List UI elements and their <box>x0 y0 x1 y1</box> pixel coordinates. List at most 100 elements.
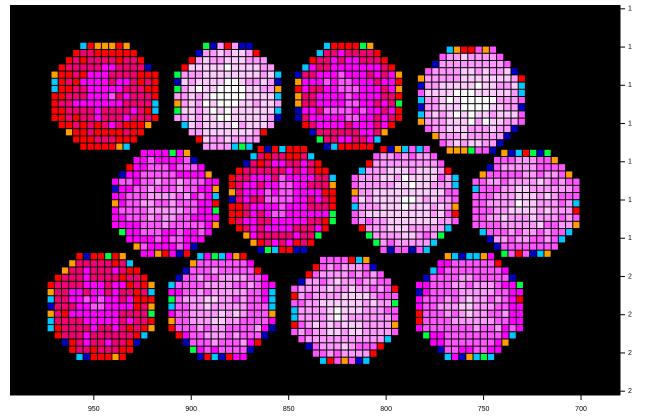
cell <box>295 79 301 85</box>
cell <box>112 332 118 338</box>
cell <box>559 215 565 221</box>
cell <box>126 229 132 235</box>
cell <box>239 136 245 142</box>
cell <box>396 93 402 99</box>
cell <box>315 225 321 231</box>
cell <box>425 119 431 125</box>
cell <box>504 83 510 89</box>
cell <box>452 182 458 188</box>
cell <box>127 325 133 331</box>
cell <box>62 282 68 288</box>
cell <box>84 332 90 338</box>
cell <box>487 236 493 242</box>
cell <box>248 311 254 317</box>
cell <box>360 115 366 121</box>
cell <box>395 168 401 174</box>
cell <box>461 140 467 146</box>
cell <box>490 54 496 60</box>
cell <box>313 278 319 284</box>
cell <box>213 193 219 199</box>
cell <box>217 115 223 121</box>
cell <box>409 218 415 224</box>
cell <box>370 300 376 306</box>
cell <box>212 253 218 259</box>
cell <box>91 282 97 288</box>
cell <box>138 64 144 70</box>
cell <box>105 303 111 309</box>
cell <box>236 218 242 224</box>
cell <box>253 115 259 121</box>
cell <box>261 108 267 114</box>
cell <box>488 318 494 324</box>
cell <box>349 343 355 349</box>
cell <box>190 289 196 295</box>
cell <box>494 215 500 221</box>
cell <box>119 193 125 199</box>
cell <box>148 289 154 295</box>
cell <box>474 318 480 324</box>
cell <box>233 318 239 324</box>
cell <box>475 119 481 125</box>
cell <box>320 271 326 277</box>
cell <box>184 179 190 185</box>
cell <box>416 247 422 253</box>
cell <box>488 347 494 353</box>
cell <box>243 225 249 231</box>
cell <box>378 329 384 335</box>
cell <box>353 93 359 99</box>
cell <box>317 50 323 56</box>
cell <box>452 196 458 202</box>
cell <box>483 140 489 146</box>
cell <box>112 193 118 199</box>
cell <box>537 215 543 221</box>
cell <box>102 100 108 106</box>
cell <box>69 339 75 345</box>
cell <box>459 275 465 281</box>
cell <box>439 126 445 132</box>
cell <box>573 179 579 185</box>
cell <box>480 186 486 192</box>
cell <box>367 129 373 135</box>
cell <box>189 100 195 106</box>
cell <box>346 57 352 63</box>
cell <box>519 83 525 89</box>
cell <box>320 300 326 306</box>
cell <box>454 147 460 153</box>
cell <box>198 193 204 199</box>
cell <box>423 282 429 288</box>
cell <box>495 289 501 295</box>
cell <box>279 175 285 181</box>
cell <box>225 72 231 78</box>
cell <box>313 336 319 342</box>
cell <box>461 47 467 53</box>
cell <box>481 354 487 360</box>
cell <box>87 100 93 106</box>
cell <box>327 307 333 313</box>
cell <box>301 232 307 238</box>
cell <box>461 97 467 103</box>
cell <box>342 322 348 328</box>
cell <box>504 68 510 74</box>
cell <box>155 200 161 206</box>
cell <box>272 168 278 174</box>
cell <box>212 260 218 266</box>
cell <box>197 303 203 309</box>
cell <box>349 329 355 335</box>
cell <box>217 86 223 92</box>
cell <box>380 196 386 202</box>
cell <box>261 100 267 106</box>
cell <box>494 200 500 206</box>
cell <box>80 100 86 106</box>
cell <box>152 100 158 106</box>
cell <box>439 75 445 81</box>
cell <box>501 157 507 163</box>
cell <box>177 229 183 235</box>
cell <box>508 222 514 228</box>
cell <box>537 222 543 228</box>
cell <box>445 168 451 174</box>
cell <box>331 57 337 63</box>
cell <box>349 322 355 328</box>
cell <box>84 289 90 295</box>
cell <box>294 240 300 246</box>
cell <box>313 314 319 320</box>
